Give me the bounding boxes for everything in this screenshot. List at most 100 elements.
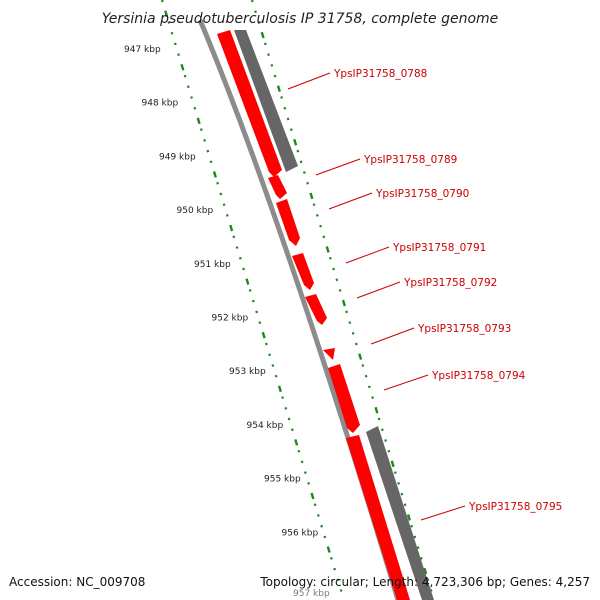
minor-tick	[338, 289, 342, 292]
gene-label[interactable]: YpsIP31758_0792	[403, 277, 497, 289]
major-tick	[309, 192, 314, 200]
minor-tick	[299, 160, 303, 164]
minor-tick	[209, 160, 213, 164]
gene-feature-reverse[interactable]	[234, 30, 298, 172]
major-tick	[358, 353, 363, 360]
minor-tick	[333, 567, 336, 571]
gene-label[interactable]: YpsIP31758_0793	[417, 323, 511, 335]
minor-tick	[300, 460, 304, 464]
kbp-ruler-labels: 947 kbp 948 kbp 949 kbp 950 kbp 951 kbp 952 k…	[124, 45, 318, 538]
gene-feature-0789[interactable]	[268, 175, 287, 199]
gene-callout-line	[315, 158, 361, 176]
minor-tick	[306, 181, 309, 185]
gene-callout-line	[370, 327, 415, 345]
major-tick	[212, 171, 217, 178]
gene-feature-0791[interactable]	[292, 253, 314, 290]
major-tick	[196, 117, 201, 125]
gene-feature-0794[interactable]	[328, 364, 360, 433]
minor-tick	[307, 481, 310, 485]
major-tick	[245, 278, 250, 285]
minor-tick	[361, 364, 365, 367]
minor-tick	[222, 203, 226, 207]
minor-tick	[273, 74, 277, 78]
minor-tick	[264, 342, 268, 346]
gene-feature-0793[interactable]	[323, 348, 335, 360]
minor-tick	[270, 63, 274, 67]
gene-callouts: YpsIP31758_0788 YpsIP31758_0789 YpsIP31758…	[287, 68, 562, 521]
gene-feature-0795[interactable]	[346, 435, 410, 600]
gene-feature-0792[interactable]	[305, 294, 327, 325]
gene-callout-line	[345, 246, 390, 264]
major-tick	[260, 31, 265, 39]
minor-tick	[322, 235, 326, 239]
major-tick	[180, 63, 185, 71]
minor-tick	[351, 331, 355, 335]
minor-tick	[400, 492, 404, 496]
gene-label[interactable]: YpsIP31758_0788	[333, 68, 427, 80]
gene-label[interactable]: YpsIP31758_0790	[375, 188, 469, 200]
gene-feature-reverse[interactable]	[366, 426, 434, 600]
minor-tick	[332, 267, 335, 271]
genome-backbone	[197, 19, 401, 600]
gene-label[interactable]: YpsIP31758_0789	[363, 154, 457, 166]
forward-strand-genes	[217, 30, 410, 600]
minor-tick	[281, 396, 284, 399]
minor-tick	[258, 321, 262, 324]
major-tick	[326, 546, 331, 553]
minor-tick	[232, 235, 236, 239]
minor-tick	[312, 203, 316, 207]
gene-callout-line	[356, 281, 401, 299]
kbp-label: 952 kbp	[212, 314, 249, 324]
major-tick	[423, 567, 428, 575]
minor-tick	[286, 117, 290, 121]
minor-tick	[274, 374, 278, 378]
minor-tick	[377, 417, 381, 421]
gene-label[interactable]: YpsIP31758_0794	[431, 370, 526, 382]
minor-tick	[339, 589, 343, 592]
minor-tick	[330, 557, 333, 560]
minor-tick	[242, 267, 245, 271]
accession-text: Accession: NC_009708	[9, 575, 146, 589]
minor-tick	[289, 128, 293, 132]
genome-title: Yersinia pseudotuberculosis IP 31758, co…	[102, 11, 499, 27]
minor-tick	[267, 53, 270, 57]
gene-feature-0790[interactable]	[276, 199, 300, 246]
gene-label[interactable]: YpsIP31758_0795	[468, 501, 562, 513]
minor-tick	[413, 535, 417, 539]
minor-tick	[387, 449, 391, 453]
minor-tick	[250, 0, 254, 3]
minor-tick	[416, 546, 420, 550]
major-tick	[277, 385, 282, 393]
minor-tick	[380, 428, 384, 432]
major-tick	[261, 331, 266, 339]
reverse-strand-genes	[234, 30, 434, 600]
minor-tick	[320, 524, 323, 528]
major-tick	[294, 439, 299, 446]
major-tick	[325, 246, 330, 253]
minor-tick	[429, 589, 433, 592]
minor-tick	[193, 106, 197, 110]
major-tick	[390, 460, 395, 468]
minor-tick	[235, 246, 239, 249]
kbp-label: 955 kbp	[264, 475, 301, 485]
gene-callout-line	[420, 505, 466, 521]
major-tick	[406, 514, 411, 521]
minor-tick	[216, 181, 219, 185]
major-tick	[229, 224, 234, 232]
kbp-label: 953 kbp	[229, 367, 266, 377]
minor-tick	[219, 192, 223, 196]
kbp-label: 956 kbp	[282, 528, 319, 538]
minor-tick	[167, 21, 171, 24]
minor-tick	[345, 310, 348, 314]
minor-tick	[206, 149, 210, 153]
minor-tick	[348, 321, 352, 324]
kbp-label: 950 kbp	[177, 206, 214, 216]
minor-tick	[371, 396, 374, 399]
minor-tick	[328, 256, 332, 260]
tick-rings	[160, 0, 433, 592]
gene-feature-0788[interactable]	[217, 30, 282, 177]
minor-tick	[183, 74, 187, 78]
minor-tick	[225, 214, 229, 217]
gene-label[interactable]: YpsIP31758_0791	[392, 242, 486, 254]
minor-tick	[177, 53, 180, 57]
